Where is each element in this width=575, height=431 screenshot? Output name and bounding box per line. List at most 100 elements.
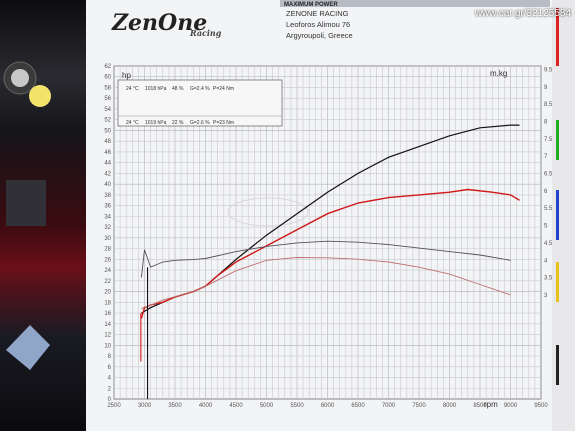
y-tick-label: 26 [104, 257, 111, 263]
color-bar-black [556, 345, 559, 385]
logo: ZenOne Racing [111, 10, 222, 38]
y2-tick-label: 7.5 [544, 137, 553, 143]
y-tick-label: 60 [104, 75, 111, 81]
logo-sub: Racing [189, 28, 222, 38]
y-tick-label: 8 [108, 354, 112, 360]
legend-2-humidity: 22 % [172, 120, 184, 126]
header-banner-text: MAXIMUM POWER [284, 2, 338, 8]
x-tick-label: 4500 [229, 403, 243, 409]
y-tick-label: 2 [108, 386, 112, 392]
x-tick-label: 9000 [504, 403, 518, 409]
y2-tick-label: 4 [544, 258, 548, 264]
y-tick-label: 52 [104, 118, 111, 124]
y2-tick-label: 9 [544, 85, 548, 91]
y-tick-label: 4 [108, 376, 112, 382]
y2-tick-label: 5.5 [544, 206, 553, 212]
cd-icon[interactable] [29, 85, 51, 107]
y-tick-label: 58 [104, 85, 111, 91]
y-tick-label: 30 [104, 236, 111, 242]
x-tick-label: 5000 [260, 403, 274, 409]
y-tick-label: 42 [104, 171, 111, 177]
y2-tick-labels: 3 3.5 4 4.5 5 5.5 6 6.5 7 7.5 8 8.5 9 9.5 [544, 67, 553, 298]
x-tick-label: 6500 [351, 403, 365, 409]
x-tick-label: 7500 [412, 403, 426, 409]
x-tick-label: 8500 [473, 403, 487, 409]
legend-1-p: P=24 Nm [213, 86, 234, 92]
color-bar-red [556, 8, 559, 66]
gauge-face [11, 69, 29, 87]
x-tick-label: 7000 [382, 403, 396, 409]
box-icon[interactable] [6, 325, 50, 370]
legend-1-pressure: 1018 hPa [145, 86, 167, 92]
x-tick-label: 8000 [443, 403, 457, 409]
y-tick-label: 44 [104, 161, 111, 167]
x-tick-label: 5500 [290, 403, 304, 409]
legend-box [117, 79, 283, 127]
x-tick-label: 4000 [199, 403, 213, 409]
y2-tick-label: 8.5 [544, 102, 553, 108]
right-color-bars [556, 8, 559, 385]
y-tick-label: 46 [104, 150, 111, 156]
y-tick-label: 14 [104, 322, 111, 328]
x-tick-label: 2500 [107, 403, 121, 409]
y2-tick-label: 8 [544, 120, 548, 126]
legend-1-g: G=2.4 % [190, 86, 210, 92]
y-tick-label: 38 [104, 193, 111, 199]
company-city: Argyroupoli, Greece [286, 31, 353, 40]
y-tick-label: 56 [104, 96, 111, 102]
company-name: ZENONE RACING [286, 9, 349, 18]
legend-2-p: P=23 Nm [213, 120, 234, 126]
series-line-4 [141, 257, 511, 310]
x-tick-label: 3000 [138, 403, 152, 409]
x-tick-label: 9500 [534, 403, 548, 409]
legend-1-humidity: 48 % [172, 86, 184, 92]
y-tick-label: 28 [104, 247, 111, 253]
legend-row-2: 24 °C 1019 hPa 22 % G=2.6 % P=23 Nm [126, 120, 234, 126]
right-scale-strip [552, 0, 575, 431]
y-tick-label: 40 [104, 182, 111, 188]
color-bar-blue [556, 190, 559, 240]
y-tick-label: 0 [108, 397, 112, 403]
app-icon[interactable] [6, 180, 46, 226]
y2-tick-label: 6.5 [544, 172, 553, 178]
y2-tick-label: 6 [544, 189, 548, 195]
x-tick-labels: 2500 3000 3500 4000 4500 5000 5500 6000 6500 7000… [107, 403, 548, 409]
series-line-1 [141, 124, 520, 314]
y-tick-label: 22 [104, 279, 111, 285]
y-tick-label: 36 [104, 204, 111, 210]
header-banner [280, 0, 550, 7]
x-tick-label: 3500 [168, 403, 182, 409]
y2-tick-label: 5 [544, 224, 548, 230]
y-tick-label: 18 [104, 300, 111, 306]
curves [140, 124, 520, 399]
site-watermark: www.car.gr/32125584 [474, 8, 571, 19]
company-address: Leoforos Alimou 76 [286, 20, 351, 29]
desktop-icons [3, 61, 51, 370]
y-tick-label: 54 [104, 107, 111, 113]
y-tick-labels: 0246810121416182022242628303234363840424… [104, 64, 111, 403]
y-tick-label: 34 [104, 214, 111, 220]
x-axis-label: rpm [484, 400, 498, 409]
y-tick-label: 62 [104, 64, 111, 70]
y-axis-label: hp [122, 71, 131, 80]
y2-tick-label: 9.5 [544, 67, 553, 73]
legend-2-g: G=2.6 % [190, 120, 210, 126]
legend: 24 °C 1018 hPa 48 % G=2.4 % P=24 Nm 24 °… [117, 79, 283, 127]
monitor-background-left [0, 0, 86, 431]
legend-1-temp: 24 °C [126, 86, 139, 92]
y-tick-label: 32 [104, 225, 111, 231]
legend-2-temp: 24 °C [126, 120, 139, 126]
y2-axis-label: m.kg [490, 69, 507, 78]
color-bar-green [556, 120, 559, 160]
series-line-2 [140, 188, 520, 319]
chart-watermark-logo [227, 197, 309, 227]
series-line-3 [140, 240, 511, 278]
y-tick-label: 50 [104, 128, 111, 134]
dyno-printout [86, 0, 552, 431]
y-tick-label: 12 [104, 333, 111, 339]
y-tick-label: 48 [104, 139, 111, 145]
y2-tick-label: 4.5 [544, 241, 553, 247]
y-tick-label: 16 [104, 311, 111, 317]
